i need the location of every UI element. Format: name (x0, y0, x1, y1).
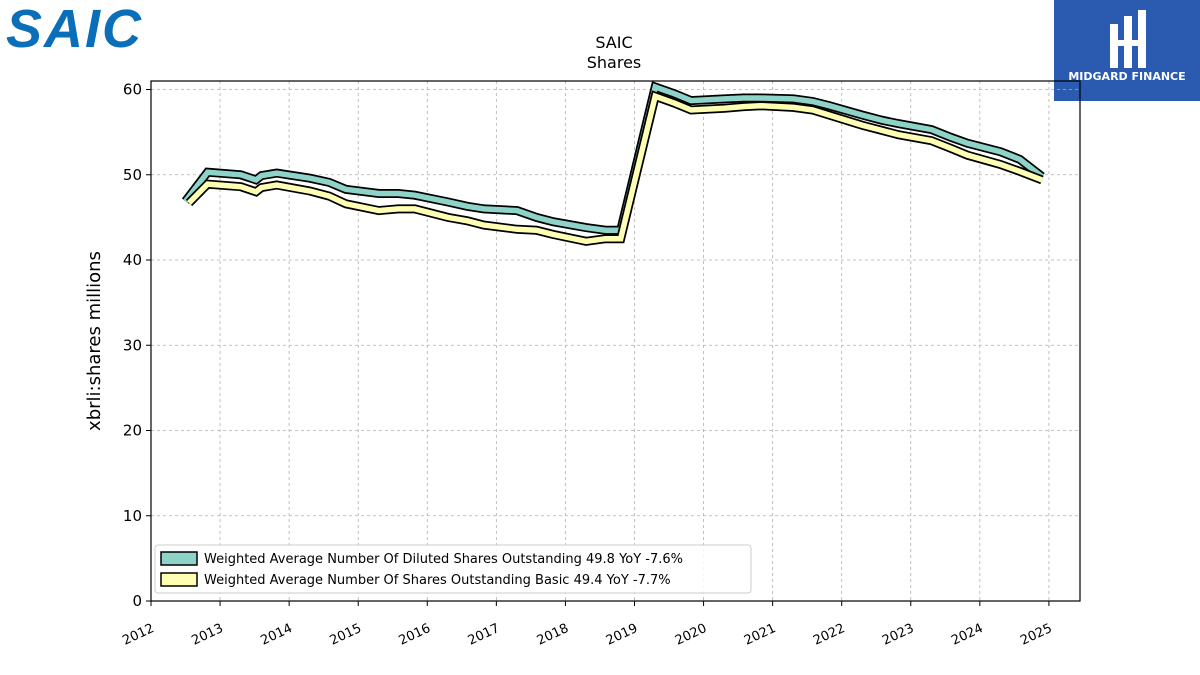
y-tick-label: 20 (123, 422, 142, 440)
grid (150, 81, 1080, 602)
x-tick-label: 2015 (328, 621, 364, 649)
x-tick-label: 2013 (189, 621, 225, 649)
y-axis: 0 10 20 30 40 50 60 (123, 81, 151, 610)
y-tick-label: 40 (123, 251, 142, 269)
x-tick-label: 2024 (949, 621, 985, 649)
x-tick-label: 2020 (673, 621, 709, 649)
saic-logo: SAIC (6, 2, 143, 54)
x-tick-label: 2016 (397, 621, 433, 649)
x-tick-label: 2022 (811, 621, 847, 649)
legend: Weighted Average Number Of Diluted Share… (154, 544, 752, 594)
legend-swatch-diluted (160, 551, 198, 566)
x-tick-label: 2023 (880, 621, 916, 649)
saic-logo-text: SAIC (6, 2, 143, 54)
legend-label-diluted: Weighted Average Number Of Diluted Share… (204, 552, 683, 567)
midgard-emblem-icon (1110, 10, 1146, 68)
series-layer (181, 81, 1045, 246)
y-tick-label: 10 (123, 507, 142, 525)
chart-subtitle: Shares (587, 53, 642, 72)
x-axis: 2012 2013 2014 2015 2016 2017 2018 2019 2020 2021… (120, 601, 1055, 649)
series-diluted-line (183, 83, 1044, 233)
x-tick-label: 2018 (535, 621, 571, 649)
y-tick-label: 0 (132, 592, 142, 610)
x-tick-label: 2017 (466, 621, 502, 649)
series-diluted-line-outline (181, 81, 1045, 235)
chart-title: SAIC (595, 33, 632, 52)
series-basic-line-outline (185, 90, 1044, 246)
x-tick-label: 2012 (120, 621, 156, 649)
y-tick-label: 60 (123, 81, 142, 99)
x-tick-label: 2021 (742, 621, 778, 649)
series-basic-line (187, 92, 1043, 245)
plot-frame (150, 80, 1081, 602)
x-tick-label: 2014 (258, 621, 294, 649)
x-tick-label: 2019 (604, 621, 640, 649)
midgard-finance-logo: MIDGARD FINANCE (1054, 0, 1200, 101)
legend-label-basic: Weighted Average Number Of Shares Outsta… (204, 573, 671, 588)
y-tick-label: 30 (123, 336, 142, 354)
legend-swatch-basic (160, 572, 198, 587)
x-tick-label: 2025 (1018, 621, 1054, 649)
y-tick-label: 50 (123, 166, 142, 184)
legend-box (154, 544, 752, 594)
midgard-logo-text: MIDGARD FINANCE (1068, 70, 1185, 83)
y-axis-label: xbrli:shares millions (84, 251, 105, 431)
